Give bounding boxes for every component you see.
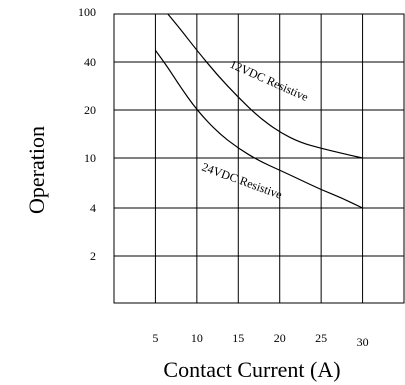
x-tick-label: 30 bbox=[357, 335, 369, 349]
y-tick-labels: 100 40 20 10 4 2 bbox=[78, 5, 96, 263]
y-tick-label: 10 bbox=[84, 151, 96, 165]
grid bbox=[114, 14, 404, 303]
series-line-24vdc bbox=[154, 49, 363, 209]
y-tick-label: 2 bbox=[90, 249, 96, 263]
y-tick-label: 100 bbox=[78, 5, 96, 19]
plot-frame bbox=[113, 13, 405, 304]
y-tick-label: 20 bbox=[84, 103, 96, 117]
y-axis-title: Operation bbox=[24, 126, 49, 214]
x-tick-label: 10 bbox=[191, 331, 203, 345]
curves bbox=[154, 13, 363, 209]
x-tick-label: 15 bbox=[232, 331, 244, 345]
x-tick-labels: 5 10 15 20 25 30 bbox=[152, 331, 368, 349]
series-label-12vdc: 12VDC Resistive bbox=[228, 57, 311, 104]
series-line-12vdc bbox=[167, 13, 363, 159]
y-tick-label: 40 bbox=[84, 55, 96, 69]
x-tick-label: 25 bbox=[315, 331, 327, 345]
y-tick-label: 4 bbox=[90, 201, 96, 215]
x-tick-label: 5 bbox=[152, 331, 158, 345]
x-tick-label: 20 bbox=[274, 331, 286, 345]
x-axis-title: Contact Current (A) bbox=[163, 357, 340, 382]
